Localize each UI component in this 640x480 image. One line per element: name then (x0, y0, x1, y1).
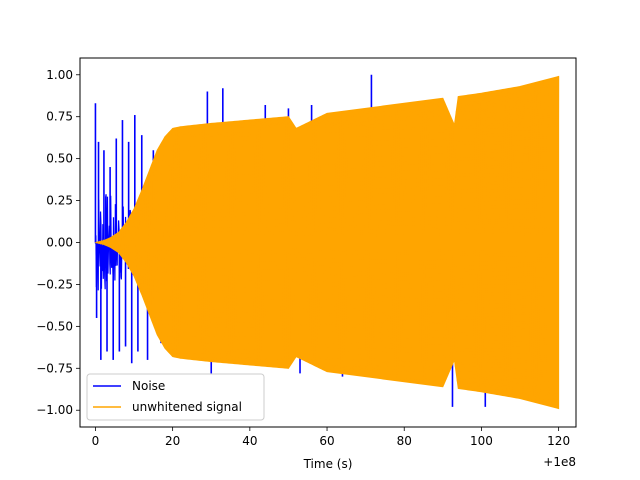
x-tick-label: 0 (92, 434, 100, 448)
series-layer (94, 74, 560, 410)
legend-label-signal: unwhitened signal (132, 400, 242, 414)
x-tick-label: 80 (397, 434, 412, 448)
x-axis: 0 20 40 60 80 100 120 (92, 427, 570, 448)
x-tick-label: 120 (547, 434, 570, 448)
y-axis: −1.00 −0.75 −0.50 −0.25 0.00 0.25 0.50 0.75 1.00 (36, 68, 80, 417)
y-tick-label: −0.50 (36, 319, 73, 333)
x-tick-label: 60 (319, 434, 334, 448)
x-offset-text: +1e8 (543, 455, 576, 469)
y-tick-label: 0.75 (46, 110, 73, 124)
x-tick-label: 100 (470, 434, 493, 448)
y-tick-label: −0.75 (36, 361, 73, 375)
y-tick-label: 0.25 (46, 194, 73, 208)
legend-label-noise: Noise (132, 379, 165, 393)
x-tick-label: 40 (242, 434, 257, 448)
y-tick-label: −0.25 (36, 277, 73, 291)
y-tick-label: 0.00 (46, 236, 73, 250)
x-tick-label: 20 (165, 434, 180, 448)
y-tick-label: −1.00 (36, 403, 73, 417)
x-axis-label: Time (s) (303, 457, 353, 471)
legend-box (86, 373, 265, 421)
signal-series-line (95, 76, 560, 409)
y-tick-label: 0.50 (46, 152, 73, 166)
y-tick-label: 1.00 (46, 68, 73, 82)
legend: Noise unwhitened signal (86, 373, 265, 421)
